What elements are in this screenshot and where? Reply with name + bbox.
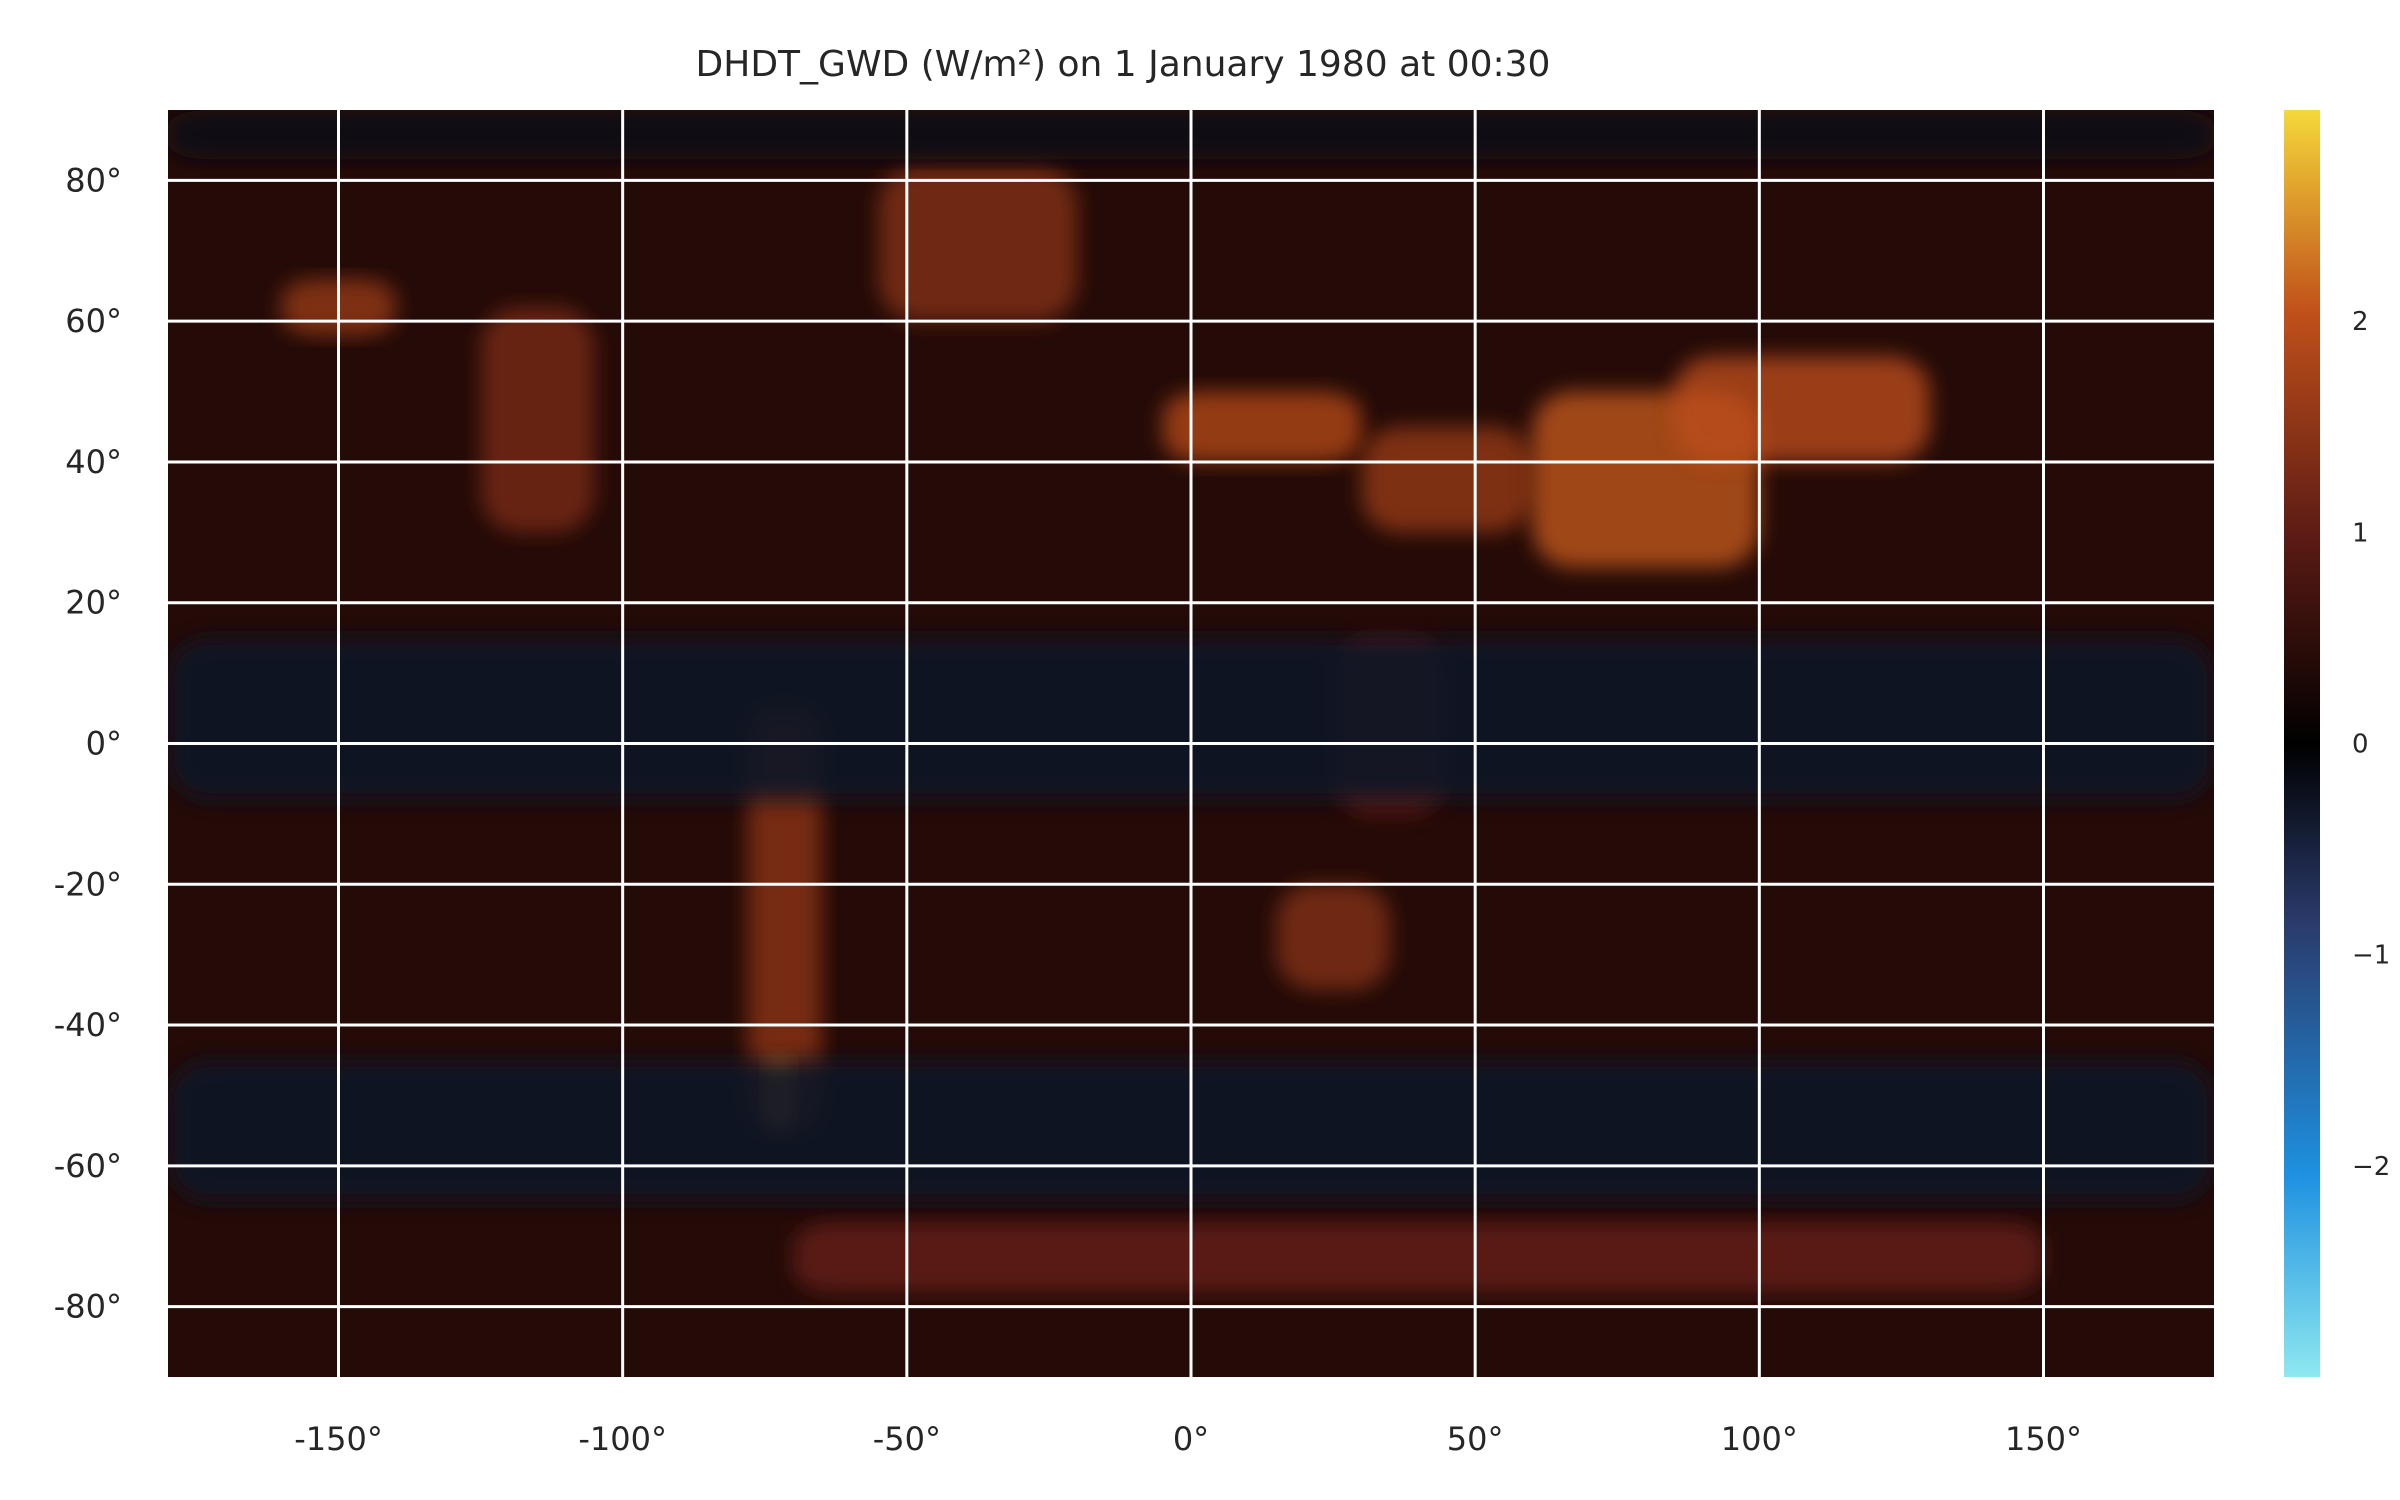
x-tick-label: 100° xyxy=(1721,1420,1798,1458)
colorbar-tick-label: 0 xyxy=(2352,730,2369,760)
y-tick-label: 40° xyxy=(65,443,122,481)
x-tick-label: -150° xyxy=(294,1420,383,1458)
y-tick-label: -60° xyxy=(54,1147,122,1185)
x-tick-label: -100° xyxy=(578,1420,667,1458)
x-tick-label: 0° xyxy=(1173,1420,1209,1458)
heatmap-region: Rocky Mountains / Western North America xyxy=(480,307,595,533)
colorbar-tick-label: 1 xyxy=(2352,518,2369,548)
heatmap-region: Antarctic coast xyxy=(793,1222,2044,1293)
chart-title: DHDT_GWD (W/m²) on 1 January 1980 at 00:… xyxy=(695,44,1551,85)
y-tick-label: 0° xyxy=(86,725,122,763)
y-tick-label: 80° xyxy=(65,161,122,199)
x-tick-label: -50° xyxy=(873,1420,941,1458)
heatmap-region: Mongolia / Siberia xyxy=(1674,356,1930,462)
heatmap-region: Caucasus / Middle East xyxy=(1361,426,1532,533)
colorbar xyxy=(2284,110,2320,1377)
x-tick-label: 50° xyxy=(1447,1420,1504,1458)
y-tick-label: 20° xyxy=(65,584,122,622)
heatmap-region: Southern Africa xyxy=(1276,884,1390,990)
y-tick-label: 60° xyxy=(65,302,122,340)
colorbar-tick-label: 2 xyxy=(2352,307,2369,337)
colorbar-tick-label: −2 xyxy=(2352,1152,2390,1182)
heatmap-region: Greenland coast xyxy=(878,166,1078,322)
colorbar-tick-label: −1 xyxy=(2352,941,2390,971)
y-tick-label: -40° xyxy=(54,1006,122,1044)
y-tick-label: -20° xyxy=(54,865,122,903)
heatmap-region: Europe / Alps xyxy=(1162,391,1362,462)
x-tick-label: 150° xyxy=(2005,1420,2082,1458)
y-tick-label: -80° xyxy=(54,1288,122,1326)
